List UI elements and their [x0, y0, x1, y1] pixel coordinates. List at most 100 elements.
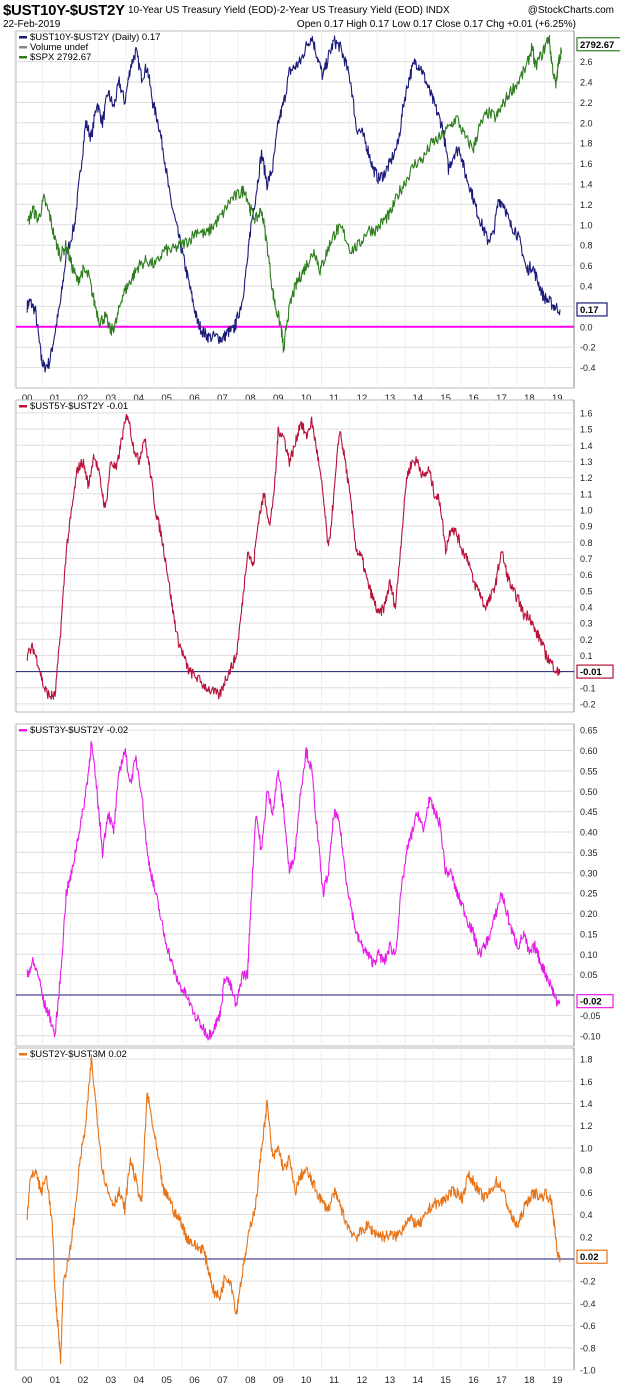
y-tick-label: 0.6	[580, 570, 593, 580]
y-tick-label: 1.0	[580, 505, 593, 515]
x-tick-label: 13	[385, 393, 396, 404]
x-tick-label: 01	[50, 1375, 61, 1386]
y-tick-label: -0.1	[580, 683, 596, 693]
last-value-label: -0.01	[580, 667, 602, 678]
y-tick-label: 2.2	[580, 98, 593, 108]
x-tick-label: 08	[245, 1375, 256, 1386]
x-tick-label: 19	[552, 1375, 563, 1386]
x-tick-label: 11	[329, 1375, 339, 1386]
legend-label: $UST2Y-$UST3M 0.02	[30, 1049, 127, 1060]
y-tick-label: 0.0	[580, 322, 593, 332]
y-tick-label: 0.7	[580, 554, 593, 564]
chart-date: 22-Feb-2019	[3, 19, 61, 30]
panel-frame	[15, 1047, 575, 1371]
y-tick-label: 0.4	[580, 602, 593, 612]
y-tick-label: -0.4	[580, 1299, 596, 1309]
x-tick-label: 10	[301, 393, 312, 404]
last-value-label: 2792.67	[580, 40, 614, 51]
x-tick-label: 06	[189, 1375, 200, 1386]
x-tick-label: 05	[161, 1375, 172, 1386]
x-tick-label: 01	[50, 393, 61, 404]
y-tick-label: 0.8	[580, 241, 593, 251]
source-label: @StockCharts.com	[527, 5, 614, 16]
x-tick-label: 16	[468, 393, 479, 404]
x-tick-label: 00	[22, 1375, 33, 1386]
x-tick-label: 13	[385, 1375, 396, 1386]
y-tick-label: -1.0	[580, 1366, 596, 1376]
y-tick-label: 0.60	[580, 746, 598, 756]
y-tick-label: -0.6	[580, 1321, 596, 1331]
x-tick-label: 05	[161, 393, 172, 404]
x-tick-label: 14	[412, 1375, 423, 1386]
last-value-box	[576, 664, 614, 679]
legend-swatch	[19, 1053, 27, 1056]
x-tick-label: 09	[273, 1375, 284, 1386]
x-tick-label: 10	[301, 1375, 312, 1386]
y-tick-label: 0.30	[580, 868, 598, 878]
y-tick-label: 1.0	[580, 1143, 593, 1153]
y-tick-label: -0.10	[580, 1031, 601, 1041]
panel-frame	[15, 723, 575, 1047]
last-value-box	[576, 994, 614, 1009]
y-tick-label: 0.1	[580, 651, 593, 661]
x-tick-label: 03	[106, 393, 117, 404]
y-tick-label: 0.2	[580, 635, 593, 645]
y-tick-label: 0.2	[580, 1232, 593, 1242]
legend-label: $UST3Y-$UST2Y -0.02	[30, 725, 128, 736]
x-tick-label: 02	[78, 1375, 89, 1386]
y-tick-label: 1.6	[580, 159, 593, 169]
chart-symbol: $UST10Y-$UST2Y	[3, 2, 125, 19]
last-value-box	[576, 37, 620, 52]
x-tick-label: 02	[78, 393, 89, 404]
x-tick-label: 07	[217, 393, 228, 404]
x-tick-label: 15	[440, 1375, 451, 1386]
x-tick-label: 17	[496, 393, 507, 404]
y-tick-label: 1.2	[580, 1121, 593, 1131]
legend-swatch	[19, 46, 27, 49]
y-tick-label: 0.9	[580, 522, 593, 532]
x-tick-label: 16	[468, 1375, 479, 1386]
legend-label: $UST10Y-$UST2Y (Daily) 0.17	[30, 32, 160, 43]
x-tick-label: 14	[412, 393, 423, 404]
y-tick-label: 0.55	[580, 766, 598, 776]
last-value-box	[576, 1249, 608, 1264]
last-value-label: 0.02	[580, 1252, 599, 1263]
y-tick-label: 0.40	[580, 828, 598, 838]
y-tick-label: 0.10	[580, 950, 598, 960]
y-tick-label: 0.6	[580, 261, 593, 271]
y-tick-label: 1.8	[580, 1055, 593, 1065]
legend-label: $SPX 2792.67	[30, 52, 91, 63]
legend-label: $UST5Y-$UST2Y -0.01	[30, 401, 128, 412]
y-tick-label: -0.05	[580, 1011, 601, 1021]
y-tick-label: 0.4	[580, 282, 593, 292]
y-tick-label: -0.2	[580, 343, 596, 353]
x-tick-label: 04	[133, 1375, 144, 1386]
x-tick-label: 12	[357, 1375, 368, 1386]
y-tick-label: 0.8	[580, 1166, 593, 1176]
y-tick-label: 1.4	[580, 1099, 593, 1109]
y-tick-label: -0.2	[580, 699, 596, 709]
y-tick-label: 2.6	[580, 57, 593, 67]
y-tick-label: -0.8	[580, 1343, 596, 1353]
y-tick-label: 0.05	[580, 970, 598, 980]
x-tick-label: 12	[357, 393, 368, 404]
y-tick-label: 0.6	[580, 1188, 593, 1198]
x-tick-label: 03	[106, 1375, 117, 1386]
series-line	[26, 1054, 561, 1365]
y-tick-label: 0.3	[580, 619, 593, 629]
x-tick-label: 09	[273, 393, 284, 404]
y-tick-label: 1.3	[580, 457, 593, 467]
last-value-label: 0.17	[580, 305, 599, 316]
y-tick-label: -0.4	[580, 363, 596, 373]
description-text: 10-Year US Treasury Yield (EOD)-2-Year U…	[128, 5, 423, 16]
y-tick-label: 1.4	[580, 180, 593, 190]
last-value-label: -0.02	[580, 997, 602, 1008]
chart-description: 10-Year US Treasury Yield (EOD)-2-Year U…	[128, 5, 450, 16]
y-tick-label: -0.2	[580, 1277, 596, 1287]
ohlc-summary: Open 0.17 High 0.17 Low 0.17 Close 0.17 …	[296, 19, 576, 30]
series-line	[26, 740, 561, 1041]
x-tick-label: 19	[552, 393, 563, 404]
y-tick-label: 1.1	[580, 489, 593, 499]
x-tick-label: 08	[245, 393, 256, 404]
y-tick-label: 1.6	[580, 1077, 593, 1087]
